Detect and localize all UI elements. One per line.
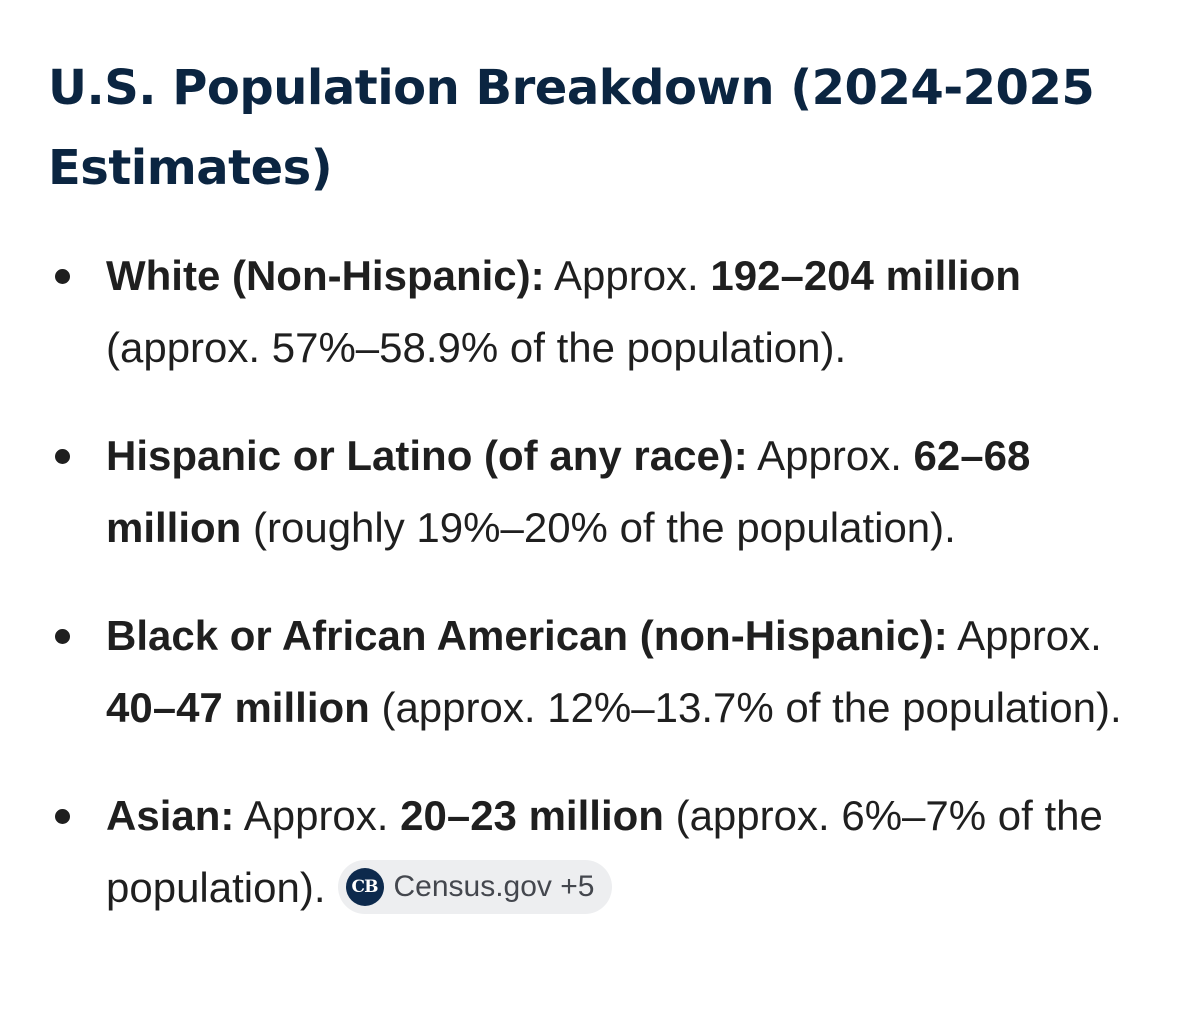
item-range: 192–204 million — [710, 252, 1021, 299]
item-range: 62–68 million — [106, 432, 1031, 551]
item-detail: (approx. 12%–13.7% of the population). — [369, 684, 1122, 731]
list-item-white: White (Non-Hispanic): Approx. 192–204 mi… — [0, 240, 1200, 384]
census-bureau-logo-icon: CB — [345, 867, 384, 906]
item-prefix: Approx. — [947, 612, 1102, 659]
item-prefix: Approx. — [544, 252, 711, 299]
bullet-icon — [55, 449, 70, 464]
item-detail: (approx. 6%–7% of the population). — [106, 792, 1103, 911]
list-item-black: Black or African American (non-Hispanic)… — [0, 600, 1200, 744]
page-title: U.S. Population Breakdown (2024-2025 Est… — [48, 60, 1095, 196]
item-prefix: Approx. — [747, 432, 914, 479]
population-list: White (Non-Hispanic): Approx. 192–204 mi… — [0, 240, 1200, 960]
item-label: White (Non-Hispanic): — [106, 252, 545, 299]
item-label: Black or African American (non-Hispanic)… — [106, 612, 948, 659]
source-chip[interactable]: CB Census.gov +5 — [337, 859, 613, 914]
item-label: Hispanic or Latino (of any race): — [106, 432, 748, 479]
item-prefix: Approx. — [234, 792, 401, 839]
bullet-icon — [55, 809, 70, 824]
item-range: 40–47 million — [106, 684, 370, 731]
list-item-asian: Asian: Approx. 20–23 million (approx. 6%… — [0, 780, 1200, 924]
bullet-icon — [55, 629, 70, 644]
item-range: 20–23 million — [400, 792, 664, 839]
bullet-icon — [55, 269, 70, 284]
source-chip-label: Census.gov +5 — [393, 869, 595, 903]
item-label: Asian: — [106, 792, 235, 839]
item-detail: (roughly 19%–20% of the population). — [241, 504, 956, 551]
list-item-hispanic: Hispanic or Latino (of any race): Approx… — [0, 420, 1200, 564]
item-detail: (approx. 57%–58.9% of the population). — [106, 324, 847, 371]
